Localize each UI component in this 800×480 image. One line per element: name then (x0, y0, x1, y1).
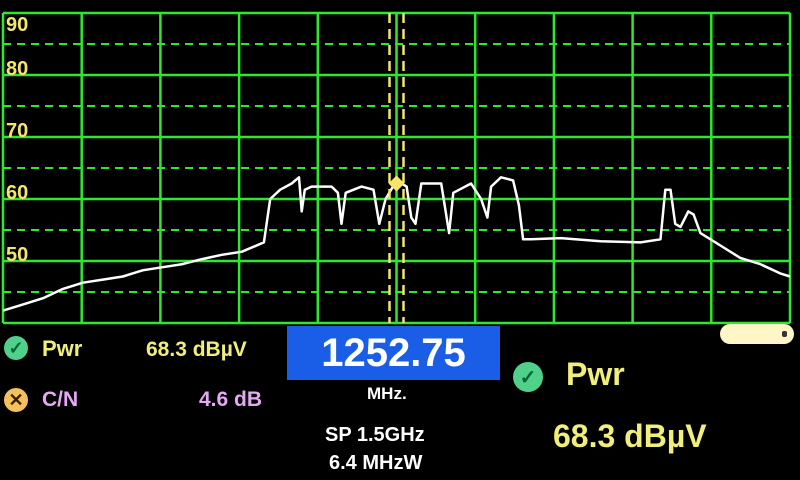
spectrum-trace (2, 176, 791, 312)
pwr-value: 68.3 dBµV (146, 338, 247, 361)
frequency-unit: MHz. (367, 384, 407, 403)
battery-icon (720, 324, 794, 344)
y-tick-label: 90 (6, 14, 28, 36)
y-tick-label: 50 (6, 244, 28, 266)
y-tick-label: 70 (6, 120, 28, 142)
spectrum-plot: 90 80 70 60 50 (1, 11, 792, 325)
y-tick-label: 60 (6, 182, 28, 204)
big-pwr-value: 68.3 dBµV (553, 418, 707, 454)
big-pwr-label: Pwr (566, 356, 625, 392)
bandwidth-value[interactable]: 6.4 MHzW (329, 452, 423, 474)
cn-label: C/N (42, 388, 79, 411)
x-icon: ✕ (4, 388, 28, 412)
pwr-label: Pwr (42, 336, 83, 361)
check-icon: ✓ (513, 362, 543, 392)
y-tick-label: 80 (6, 58, 28, 80)
span-value[interactable]: SP 1.5GHz (325, 424, 425, 446)
center-frequency-display[interactable]: 1252.75 (287, 326, 500, 380)
check-icon: ✓ (4, 336, 28, 360)
cn-value: 4.6 dB (199, 388, 263, 411)
marker-diamond (388, 175, 405, 192)
